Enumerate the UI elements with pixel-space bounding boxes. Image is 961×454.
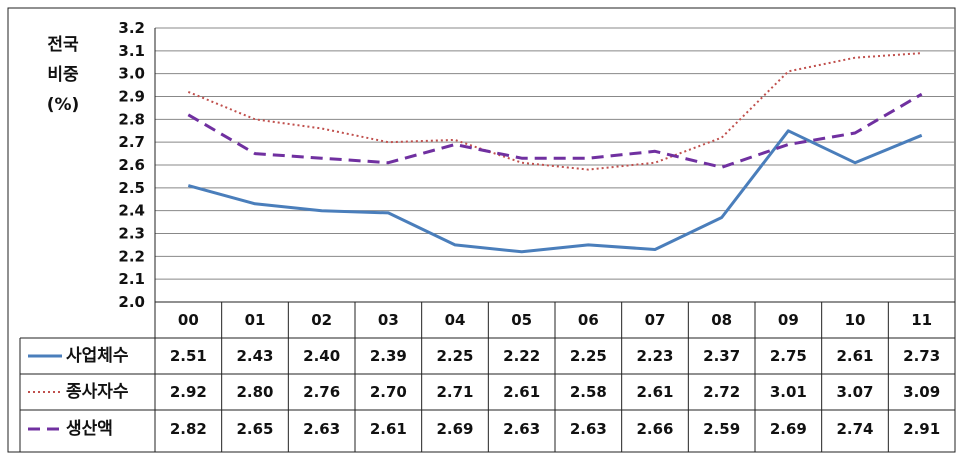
data-label: 2.61: [636, 383, 673, 401]
y-tick-label: 2.1: [118, 270, 145, 288]
data-label: 2.69: [436, 420, 473, 438]
legend-label: 사업체수: [66, 346, 129, 366]
data-label: 2.63: [503, 420, 540, 438]
data-label: 2.58: [570, 383, 607, 401]
x-tick-label: 11: [911, 311, 932, 329]
y-tick-label: 2.2: [118, 247, 145, 265]
data-label: 2.40: [303, 347, 340, 365]
data-label: 2.76: [303, 383, 340, 401]
data-label: 2.80: [236, 383, 273, 401]
data-label: 2.61: [370, 420, 407, 438]
y-tick-label: 2.6: [118, 156, 145, 174]
data-label: 2.71: [436, 383, 473, 401]
x-tick-label: 04: [445, 311, 466, 329]
data-label: 2.82: [170, 420, 207, 438]
data-label: 2.72: [703, 383, 740, 401]
x-tick-label: 08: [711, 311, 732, 329]
y-tick-label: 2.4: [118, 202, 145, 220]
data-label: 2.65: [236, 420, 273, 438]
x-tick-label: 09: [778, 311, 799, 329]
data-label: 3.01: [770, 383, 807, 401]
data-label: 2.75: [770, 347, 807, 365]
data-label: 2.37: [703, 347, 740, 365]
data-label: 2.74: [836, 420, 873, 438]
data-label: 2.23: [636, 347, 673, 365]
x-tick-label: 02: [311, 311, 332, 329]
data-label: 2.43: [236, 347, 273, 365]
series-line-1: [187, 52, 922, 171]
x-tick-label: 10: [845, 311, 866, 329]
legend-label: 종사자수: [66, 382, 129, 402]
y-tick-label: 3.0: [118, 65, 145, 83]
chart-border: [7, 7, 956, 453]
y-tick-label: 2.7: [118, 133, 145, 151]
data-label: 2.92: [170, 383, 207, 401]
y-tick-label: 2.0: [118, 293, 145, 311]
data-label: 2.63: [303, 420, 340, 438]
y-tick-label: 2.8: [118, 110, 145, 128]
y-tick-label: 2.9: [118, 88, 145, 106]
data-label: 2.63: [570, 420, 607, 438]
x-tick-label: 07: [645, 311, 666, 329]
y-axis-label: 전국 비중 (%): [28, 30, 98, 120]
x-tick-label: 00: [178, 311, 199, 329]
data-label: 2.51: [170, 347, 207, 365]
data-label: 2.91: [903, 420, 940, 438]
data-label: 2.25: [436, 347, 473, 365]
data-label: 2.25: [570, 347, 607, 365]
data-label: 2.39: [370, 347, 407, 365]
y-axis-label-line-1: 전국: [47, 35, 79, 55]
data-label: 2.70: [370, 383, 407, 401]
data-label: 3.07: [836, 383, 873, 401]
y-tick-label: 2.3: [118, 225, 145, 243]
y-tick-label: 3.2: [118, 19, 145, 37]
data-label: 2.66: [636, 420, 673, 438]
data-label: 2.61: [503, 383, 540, 401]
x-tick-label: 05: [511, 311, 532, 329]
data-label: 3.09: [903, 383, 940, 401]
series-line-2: [187, 92, 923, 169]
x-tick-label: 06: [578, 311, 599, 329]
data-label: 2.22: [503, 347, 540, 365]
legend-label: 생산액: [66, 419, 113, 439]
x-tick-label: 01: [245, 311, 266, 329]
data-label: 2.73: [903, 347, 940, 365]
x-tick-label: 03: [378, 311, 399, 329]
y-tick-label: 3.1: [118, 42, 145, 60]
data-label: 2.69: [770, 420, 807, 438]
data-label: 2.61: [836, 347, 873, 365]
y-axis-label-line-2: 비중: [47, 65, 79, 85]
data-label: 2.59: [703, 420, 740, 438]
y-axis-label-line-3: (%): [46, 95, 80, 115]
y-tick-label: 2.5: [118, 179, 145, 197]
series-line-0: [187, 129, 923, 254]
